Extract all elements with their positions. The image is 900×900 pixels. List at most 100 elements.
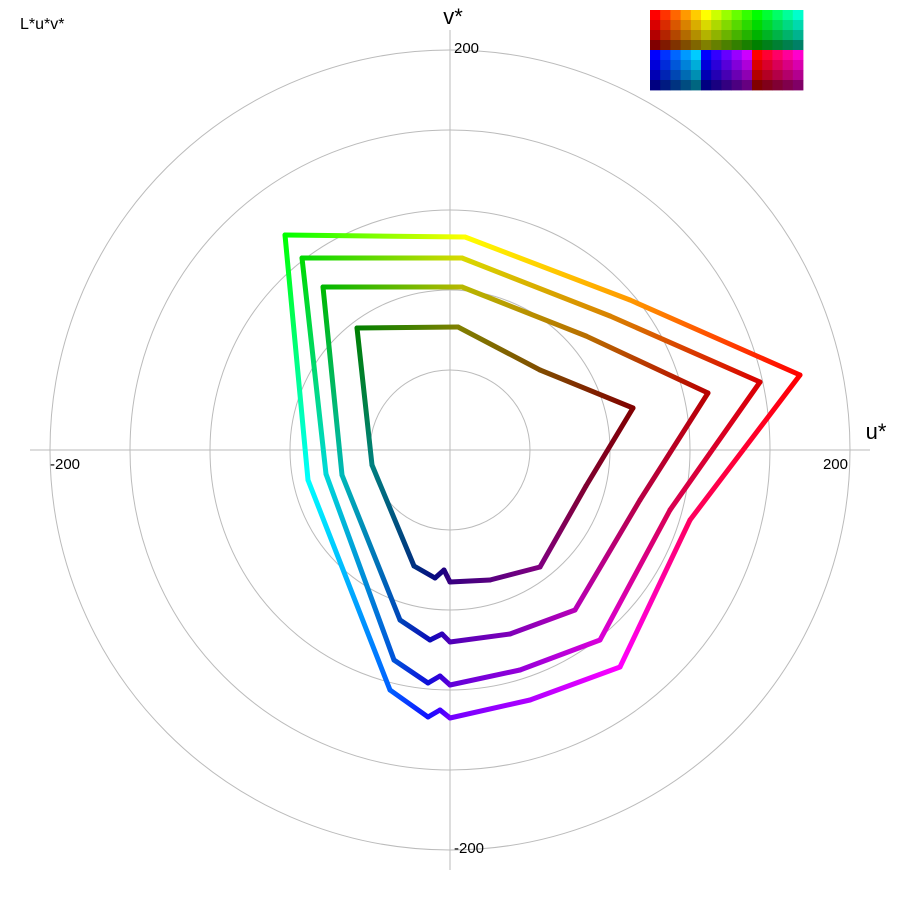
gamut-segment — [320, 284, 345, 478]
gamut-segment — [459, 255, 613, 319]
swatch-cell — [701, 40, 712, 51]
swatch-cell — [711, 10, 722, 21]
swatch-cell — [762, 20, 773, 31]
swatch-cell — [690, 40, 702, 51]
swatch-cell — [782, 80, 794, 91]
swatch-cell — [680, 50, 692, 61]
swatch-cell — [752, 50, 763, 61]
swatch-cell — [752, 80, 763, 91]
swatch-cell — [772, 70, 783, 81]
swatch-cell — [711, 80, 722, 91]
swatch-cell — [782, 60, 794, 71]
swatch-cell — [670, 70, 681, 81]
gamut-segment — [583, 405, 636, 489]
gamut-segment — [459, 284, 589, 339]
swatch-cell — [772, 40, 783, 51]
swatch-cell — [721, 70, 732, 81]
swatch-cell — [721, 80, 732, 91]
swatch-cell — [782, 40, 794, 51]
gamut-segment — [627, 297, 803, 378]
gamut-segment — [354, 324, 461, 331]
swatch-cell — [711, 50, 722, 61]
swatch-cell — [650, 50, 661, 61]
swatch-cell — [701, 10, 712, 21]
swatch-cell — [752, 40, 763, 51]
swatch-cell — [660, 70, 671, 81]
gamut-segment — [537, 367, 636, 411]
gamut-segment — [572, 497, 643, 613]
swatch-cell — [680, 40, 692, 51]
swatch-cell — [690, 50, 702, 61]
gamut-segment — [447, 697, 533, 721]
swatch-cell — [650, 60, 661, 71]
swatch-cell — [741, 30, 753, 41]
swatch-cell — [690, 30, 702, 41]
swatch-cell — [752, 30, 763, 41]
swatch-cell — [650, 80, 661, 91]
gamut-segment — [369, 462, 417, 569]
swatch-cell — [772, 60, 783, 71]
x-axis-label: u* — [866, 419, 887, 444]
swatch-cell — [741, 70, 753, 81]
swatch-cell — [670, 60, 681, 71]
gamut-segment — [597, 507, 673, 643]
swatch-cell — [741, 40, 753, 51]
swatch-cell — [752, 70, 763, 81]
swatch-cell — [762, 30, 773, 41]
swatch-cell — [670, 50, 681, 61]
swatch-cell — [741, 60, 753, 71]
swatch-cell — [680, 60, 692, 71]
swatch-cell — [701, 60, 712, 71]
swatch-cell — [792, 40, 804, 51]
gamut-segment — [447, 577, 493, 585]
swatch-cell — [772, 80, 783, 91]
swatch-cell — [690, 10, 702, 21]
swatch-cell — [650, 10, 661, 21]
gamut-segment — [617, 517, 693, 670]
swatch-cell — [772, 20, 783, 31]
swatch-cell — [660, 20, 671, 31]
swatch-cell — [701, 80, 712, 91]
gamut-segment — [583, 333, 711, 396]
swatch-cell — [792, 50, 804, 61]
gamut-segment — [462, 234, 633, 303]
swatch-cell — [772, 30, 783, 41]
swatch-cell — [762, 60, 773, 71]
gamut-segment — [447, 667, 523, 688]
gamut-segment — [667, 379, 763, 513]
swatch-cell — [741, 10, 753, 21]
swatch-cell — [670, 40, 681, 51]
swatch-cell — [762, 80, 773, 91]
swatch-cell — [711, 40, 722, 51]
swatch-cell — [680, 70, 692, 81]
gamut-segment — [387, 687, 431, 720]
swatch-cell — [752, 10, 763, 21]
swatch-cell — [741, 80, 753, 91]
swatch-cell — [690, 80, 702, 91]
swatch-cell — [711, 30, 722, 41]
gamut-segment — [397, 617, 433, 643]
gamut-segment — [527, 664, 623, 703]
swatch-cell — [731, 20, 743, 31]
swatch-cell — [670, 30, 681, 41]
swatch-cell — [660, 50, 671, 61]
swatch-cell — [690, 60, 702, 71]
swatch-cell — [721, 40, 732, 51]
swatch-cell — [701, 30, 712, 41]
swatch-cell — [721, 60, 732, 71]
swatch-cell — [670, 80, 681, 91]
swatch-cell — [650, 70, 661, 81]
gamut-segment — [282, 232, 311, 483]
swatch-cell — [721, 30, 732, 41]
swatch-cell — [782, 30, 794, 41]
swatch-cell — [731, 50, 743, 61]
gamut-segment — [339, 472, 403, 623]
swatch-cell — [731, 30, 743, 41]
swatch-cell — [650, 20, 661, 31]
swatch-cell — [731, 70, 743, 81]
gamut-segment — [282, 232, 468, 240]
swatch-cell — [762, 50, 773, 61]
swatch-cell — [721, 50, 732, 61]
swatch-cell — [660, 10, 671, 21]
